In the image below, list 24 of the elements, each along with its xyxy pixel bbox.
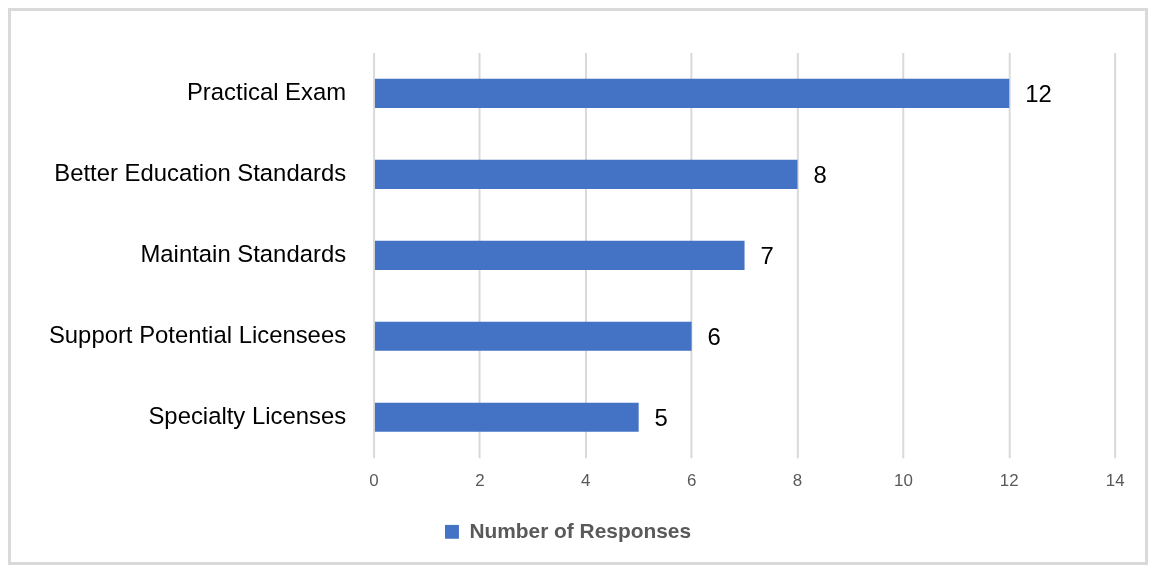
x-tick-label: 14 bbox=[1105, 471, 1125, 491]
y-tick-label: Better Education Standards bbox=[54, 159, 347, 186]
y-tick-label: Specialty Licenses bbox=[148, 401, 347, 429]
y-tick-label: Practical Exam bbox=[186, 78, 347, 105]
y-tick-label: Support Potential Licensees bbox=[48, 320, 347, 348]
x-tick-label: 6 bbox=[686, 471, 697, 491]
bar bbox=[374, 321, 692, 351]
data-label: 12 bbox=[1025, 80, 1052, 107]
data-label: 7 bbox=[760, 241, 774, 269]
x-tick-label: 8 bbox=[792, 471, 803, 491]
legend-label: Number of Responses bbox=[469, 518, 692, 542]
x-tick-label: 2 bbox=[475, 471, 485, 491]
x-tick-label: 12 bbox=[999, 471, 1019, 491]
data-label: 5 bbox=[654, 403, 668, 431]
bar bbox=[374, 402, 639, 432]
data-label: 8 bbox=[813, 160, 827, 188]
bar bbox=[374, 240, 745, 270]
data-label: 6 bbox=[707, 322, 721, 350]
x-tick-label: 10 bbox=[893, 471, 913, 491]
y-tick-label: Maintain Standards bbox=[140, 239, 347, 267]
x-tick-label: 4 bbox=[581, 471, 591, 491]
bar bbox=[374, 159, 798, 189]
x-tick-label: 0 bbox=[369, 471, 379, 491]
bar bbox=[374, 78, 1010, 108]
